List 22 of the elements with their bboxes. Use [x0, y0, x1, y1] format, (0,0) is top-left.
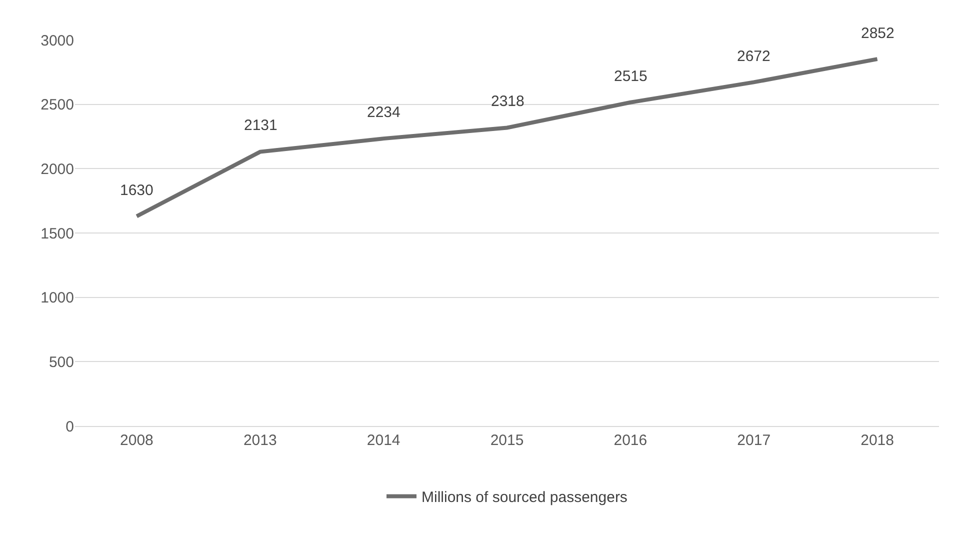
legend-label: Millions of sourced passengers: [422, 489, 628, 506]
x-tick-label: 2015: [490, 432, 524, 449]
data-label: 2672: [737, 48, 770, 65]
y-tick-label: 1500: [40, 225, 74, 242]
y-tick-label: 2500: [40, 96, 74, 114]
data-label: 2318: [491, 93, 524, 110]
data-label: 2515: [614, 68, 648, 85]
y-tick-label: 500: [48, 354, 74, 371]
y-tick-label: 1000: [40, 290, 74, 307]
y-tick-label: 0: [66, 418, 74, 436]
x-tick-label: 2008: [120, 432, 154, 449]
data-label: 2131: [244, 117, 278, 134]
data-label: 1630: [120, 182, 154, 199]
x-tick-label: 2016: [614, 432, 648, 449]
x-tick-label: 2017: [737, 432, 771, 449]
x-tick-label: 2018: [860, 432, 894, 449]
y-tick-label: 2000: [40, 160, 74, 178]
x-tick-label: 2013: [243, 432, 277, 449]
x-tick-label: 2014: [366, 432, 400, 449]
y-tick-label: 3000: [40, 32, 74, 50]
data-label: 2234: [367, 104, 400, 121]
data-label: 2852: [861, 25, 894, 42]
